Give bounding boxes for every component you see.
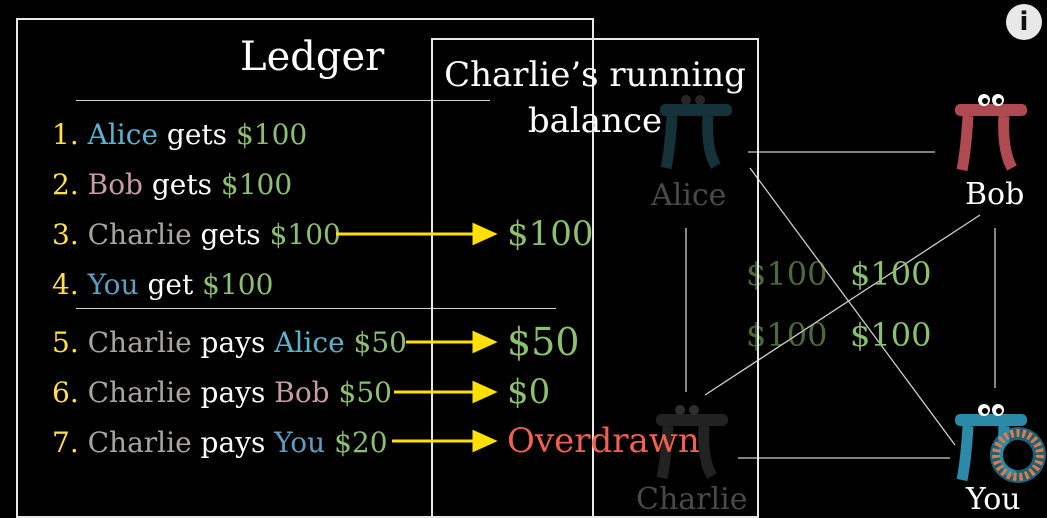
ledger-title: Ledger bbox=[240, 34, 385, 80]
loading-spinner-icon bbox=[990, 427, 1046, 483]
edge-label: $100 bbox=[850, 316, 932, 354]
edge-label: $100 bbox=[746, 255, 828, 293]
ledger-entry: 6. Charlie pays Bob $50 bbox=[52, 376, 392, 409]
ledger-entry: 7. Charlie pays You $20 bbox=[52, 426, 388, 459]
graph-edges bbox=[685, 151, 996, 459]
edge-label: $100 bbox=[746, 316, 828, 354]
arrows bbox=[336, 222, 498, 453]
balance-value-overdrawn: Overdrawn bbox=[507, 421, 700, 461]
node-label-alice: Alice bbox=[651, 178, 727, 213]
balance-value: $100 bbox=[507, 214, 594, 254]
balance-value: $50 bbox=[507, 320, 580, 364]
ledger-entry: 5. Charlie pays Alice $50 bbox=[52, 326, 407, 359]
arrow-head-icon bbox=[472, 429, 498, 453]
ledger-divider bbox=[76, 100, 490, 101]
running-balance-title: Charlie’s running balance bbox=[444, 55, 746, 141]
edge-bob-charlie bbox=[704, 214, 981, 396]
edge-alice-you bbox=[749, 167, 956, 446]
node-label-bob: Bob bbox=[965, 177, 1025, 212]
ledger-panel: Ledger 1. Alice gets $100 2. Bob gets $1… bbox=[16, 18, 594, 518]
ledger-entry: 4. You get $100 bbox=[52, 268, 274, 301]
bob-creature-icon bbox=[955, 94, 1027, 172]
arrow-head-icon bbox=[472, 380, 498, 404]
ledger-entry: 1. Alice gets $100 bbox=[52, 118, 308, 151]
arrow-head-icon bbox=[472, 222, 498, 246]
arrow-head-icon bbox=[472, 330, 498, 354]
edge-label: $100 bbox=[850, 255, 932, 293]
ledger-divider bbox=[76, 308, 556, 309]
balance-value: $0 bbox=[507, 372, 551, 412]
network-graph bbox=[656, 94, 1046, 483]
ledger-entry: 3. Charlie gets $100 bbox=[52, 218, 341, 251]
info-button[interactable]: i bbox=[1006, 4, 1042, 40]
ledger-entry: 2. Bob gets $100 bbox=[52, 168, 293, 201]
charlie-creature-icon bbox=[656, 405, 728, 480]
running-balance-panel: Charlie’s running balance bbox=[431, 38, 759, 518]
alice-creature-icon bbox=[660, 95, 732, 170]
